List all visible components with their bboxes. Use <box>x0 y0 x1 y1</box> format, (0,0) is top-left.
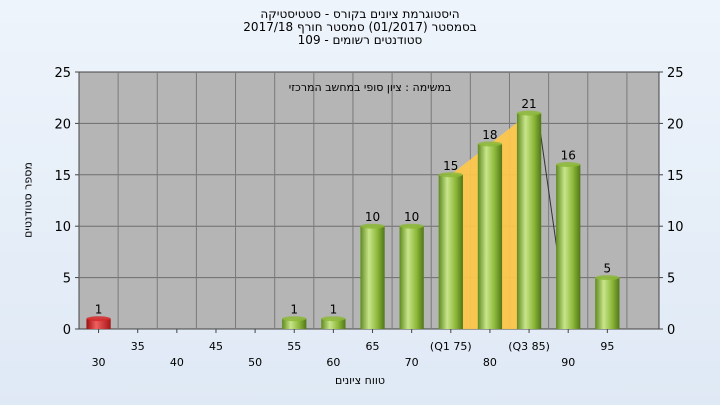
x-tick-label: 40 <box>170 356 184 369</box>
y-tick-label-left: 15 <box>54 169 71 184</box>
bar <box>360 226 385 329</box>
bar <box>399 226 424 329</box>
x-tick-label: 55 <box>287 340 301 353</box>
x-tick-label: 35 <box>131 340 145 353</box>
y-tick-label-left: 10 <box>54 220 71 235</box>
chart-title-line-3: סטודנטים רשומים - 109 <box>297 33 423 47</box>
bar <box>321 318 346 329</box>
bar-value-label: 16 <box>561 149 576 163</box>
y-tick-label-right: 25 <box>667 66 684 81</box>
y-axis-label: מספר סטודנטים <box>21 162 35 238</box>
bar <box>438 174 463 329</box>
y-tick-label-right: 5 <box>667 272 675 287</box>
bar <box>282 318 307 329</box>
bar-value-label: 10 <box>365 210 380 224</box>
bar-top <box>86 316 111 322</box>
y-tick-label-left: 20 <box>54 117 71 132</box>
x-tick-label: 90 <box>561 356 575 369</box>
bar <box>86 318 111 329</box>
bar-top <box>360 223 385 229</box>
bar-top <box>399 223 424 229</box>
y-tick-label-left: 0 <box>63 323 71 338</box>
y-tick-label-left: 25 <box>54 66 71 81</box>
bar-value-label: 1 <box>95 303 103 317</box>
x-tick-label: (Q1 75) <box>430 340 472 353</box>
bar-top <box>321 316 346 322</box>
x-tick-label: 30 <box>92 356 106 369</box>
x-axis-label: טווח ציונים <box>335 374 385 387</box>
bar <box>516 113 542 330</box>
y-tick-label-left: 5 <box>63 272 71 287</box>
x-tick-label: 45 <box>209 340 223 353</box>
bar-top <box>556 162 581 168</box>
bar-top <box>516 110 542 116</box>
bar-top <box>438 172 463 178</box>
chart-title-line-1: היסטוגרמת ציונים בקורס - סטטיסטיקה <box>260 7 460 21</box>
bar-value-label: 5 <box>604 262 612 276</box>
bar-value-label: 15 <box>443 159 458 173</box>
x-tick-label: 60 <box>326 356 340 369</box>
x-tick-label: 50 <box>248 356 262 369</box>
y-tick-label-right: 15 <box>667 169 684 184</box>
bar-value-label: 1 <box>290 303 298 317</box>
bar-value-label: 18 <box>482 128 497 142</box>
y-tick-label-right: 10 <box>667 220 684 235</box>
trend-line <box>538 121 559 258</box>
bar-top <box>477 141 503 147</box>
bar <box>556 164 581 329</box>
bar <box>595 277 620 329</box>
x-tick-label: 80 <box>483 356 497 369</box>
x-tick-label: 95 <box>600 340 614 353</box>
chart-title-line-2: בסמסטר (01/2017) סמסטר חורף 2017/18 <box>243 20 477 34</box>
x-tick-label: 70 <box>405 356 419 369</box>
bar-value-label: 1 <box>330 303 338 317</box>
y-tick-label-right: 0 <box>667 323 675 338</box>
bar-top <box>595 275 620 281</box>
x-tick-label: (Q3 85) <box>508 340 550 353</box>
bar <box>477 143 503 329</box>
y-tick-label-right: 20 <box>667 117 684 132</box>
bar-value-label: 10 <box>404 210 419 224</box>
x-tick-label: 65 <box>366 340 380 353</box>
plot-annotation: במשימה : ציון סופי במחשב המרכזי <box>289 81 452 94</box>
bar-value-label: 21 <box>521 97 536 111</box>
chart-title: היסטוגרמת ציונים בקורס - סטטיסטיקה בסמסט… <box>0 8 720 47</box>
bar-top <box>282 316 307 322</box>
